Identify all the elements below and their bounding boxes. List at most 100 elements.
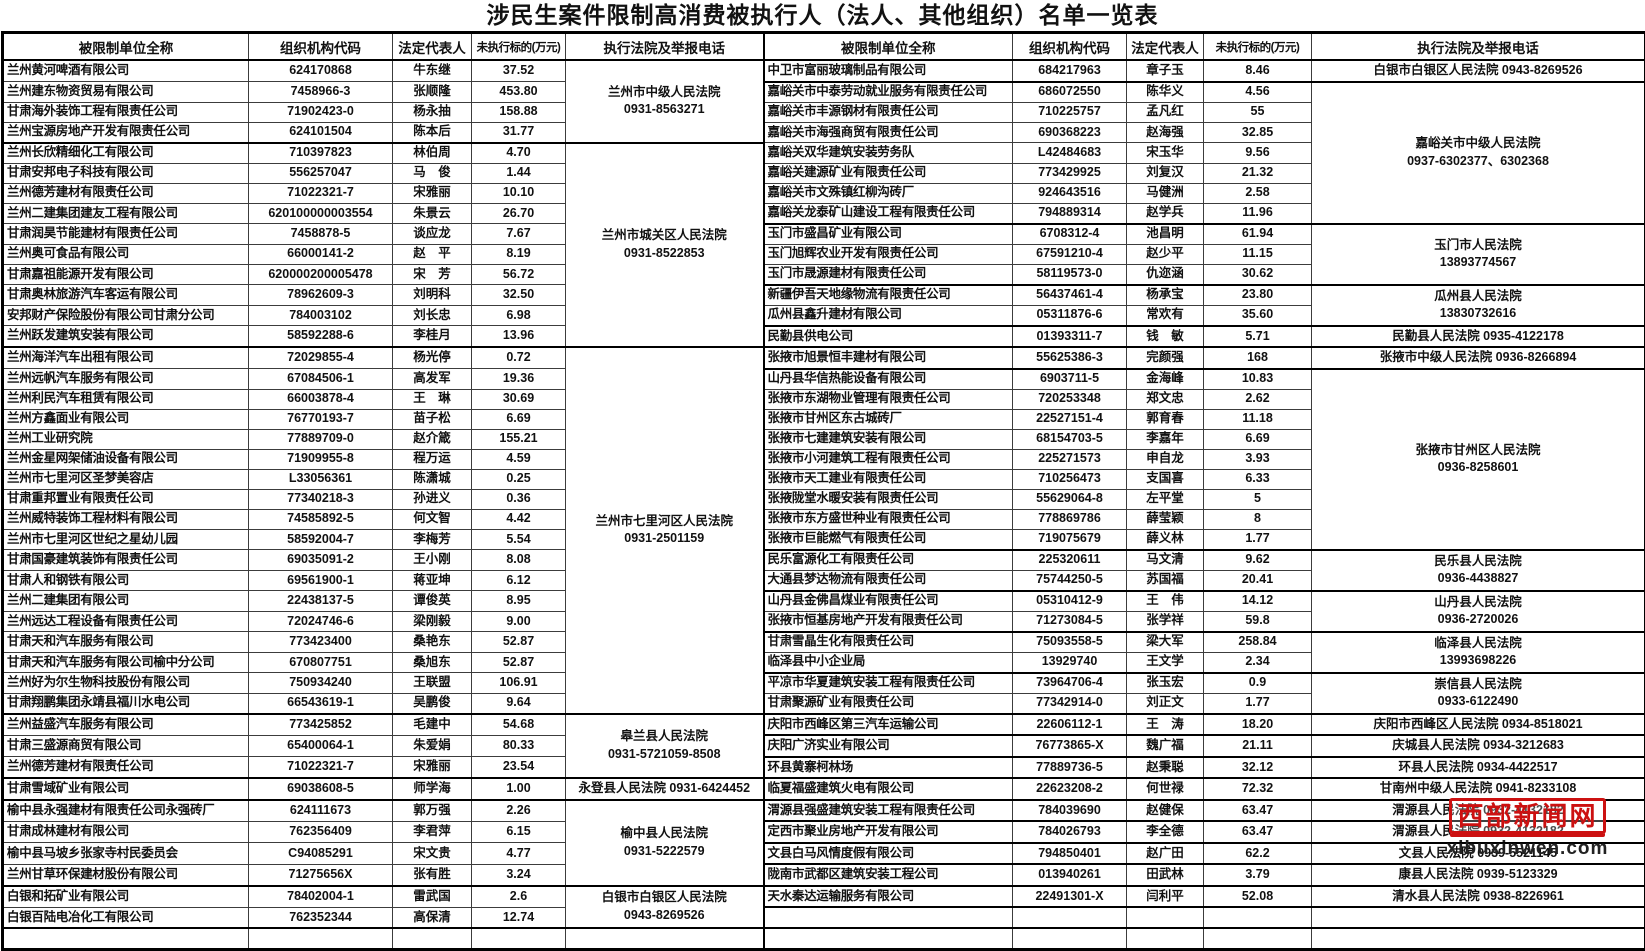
amount-cell: 1.44	[472, 163, 566, 183]
amount-cell: 9.62	[1204, 550, 1312, 571]
legal-rep-cell: 宋雅丽	[393, 757, 472, 779]
org-code-cell: 55625386-3	[1013, 347, 1127, 369]
amount-cell: 18.20	[1204, 714, 1312, 736]
amount-cell: 14.12	[1204, 591, 1312, 612]
org-code-cell: 74585892-5	[249, 509, 393, 529]
org-code-cell: 75093558-5	[1013, 632, 1127, 653]
company-name-cell: 甘肃雪晶生化有限责任公司	[764, 632, 1013, 653]
legal-rep-cell: 张学祥	[1127, 611, 1204, 632]
legal-rep-cell: 左平堂	[1127, 489, 1204, 509]
amount-cell: 8.19	[472, 244, 566, 264]
column-header-rep: 法定代表人	[1127, 33, 1204, 61]
amount-cell: 80.33	[472, 735, 566, 757]
org-code-cell: 710397823	[249, 143, 393, 164]
org-code-cell: C94085291	[249, 843, 393, 865]
legal-rep-cell: 梁刚毅	[393, 611, 472, 632]
amount-cell: 54.68	[472, 714, 566, 736]
legal-rep-cell: 马 俊	[393, 163, 472, 183]
court-cell: 白银市白银区人民法院 0943-8269526	[1312, 60, 1645, 82]
company-name-cell: 甘肃安邦电子科技有限公司	[3, 163, 249, 183]
amount-cell: 52.87	[472, 632, 566, 653]
amount-cell: 13.96	[472, 326, 566, 348]
org-code-cell: 55629064-8	[1013, 489, 1127, 509]
amount-cell: 5	[1204, 489, 1312, 509]
org-code-cell: 784039690	[1013, 800, 1127, 822]
org-code-cell: 6903711-5	[1013, 369, 1127, 390]
org-code-cell: L42484683	[1013, 143, 1127, 164]
org-code-cell: 56437461-4	[1013, 285, 1127, 306]
column-header-rep: 法定代表人	[393, 33, 472, 61]
company-name-cell: 张掖市东湖物业管理有限责任公司	[764, 389, 1013, 409]
amount-cell	[1204, 907, 1312, 928]
legal-rep-cell: 陈本后	[393, 122, 472, 143]
org-code-cell: 05310412-9	[1013, 591, 1127, 612]
legal-rep-cell: 朱景云	[393, 203, 472, 224]
court-cell: 民勤县人民法院 0935-4122178	[1312, 326, 1645, 348]
amount-cell: 9.64	[472, 693, 566, 714]
legal-rep-cell: 赵健保	[1127, 800, 1204, 822]
company-name-cell: 嘉峪关市海强商贸有限责任公司	[764, 122, 1013, 143]
legal-rep-cell: 赵秉聪	[1127, 757, 1204, 779]
org-code-cell	[249, 928, 393, 950]
legal-rep-cell: 何世禄	[1127, 778, 1204, 800]
amount-cell: 56.72	[472, 264, 566, 285]
company-name-cell: 兰州奥可食品有限公司	[3, 244, 249, 264]
amount-cell: 0.72	[472, 347, 566, 369]
court-cell: 甘南州中级人民法院 0941-8233108	[1312, 778, 1645, 800]
amount-cell: 32.85	[1204, 122, 1312, 143]
org-code-cell: 71909955-8	[249, 449, 393, 469]
amount-cell: 30.62	[1204, 264, 1312, 285]
legal-rep-cell: 常欢有	[1127, 305, 1204, 326]
amount-cell: 30.69	[472, 389, 566, 409]
company-name-cell: 平凉市华夏建筑安装工程有限责任公司	[764, 673, 1013, 694]
org-code-cell: 710225757	[1013, 102, 1127, 122]
org-code-cell: 720253348	[1013, 389, 1127, 409]
company-name-cell: 玉门市晟源建材有限责任公司	[764, 264, 1013, 285]
legal-rep-cell	[393, 928, 472, 950]
column-header-amount: 未执行标的(万元)	[472, 33, 566, 61]
legal-rep-cell: 魏广福	[1127, 735, 1204, 757]
legal-rep-cell: 宋玉华	[1127, 143, 1204, 164]
legal-rep-cell: 谭俊英	[393, 591, 472, 612]
legal-rep-cell: 薛义林	[1127, 529, 1204, 550]
company-name-cell: 山丹县华信热能设备有限公司	[764, 369, 1013, 390]
org-code-cell: 22438137-5	[249, 591, 393, 612]
org-code-cell: 762352344	[249, 907, 393, 928]
legal-rep-cell: 高保清	[393, 907, 472, 928]
org-code-cell: 719075679	[1013, 529, 1127, 550]
court-cell: 庆城县人民法院 0934-3212683	[1312, 735, 1645, 757]
legal-rep-cell: 王 涛	[1127, 714, 1204, 736]
amount-cell: 2.34	[1204, 652, 1312, 673]
org-code-cell: 690368223	[1013, 122, 1127, 143]
org-code-cell: 72029855-4	[249, 347, 393, 369]
company-name-cell: 张掖市七建建筑安装有限公司	[764, 429, 1013, 449]
company-name-cell: 兰州市七里河区世纪之星幼儿园	[3, 529, 249, 550]
org-code-cell: 75744250-5	[1013, 570, 1127, 591]
org-code-cell: 67084506-1	[249, 369, 393, 390]
org-code-cell: 773429925	[1013, 163, 1127, 183]
company-name-cell: 甘肃聚源矿业有限责任公司	[764, 693, 1013, 714]
legal-rep-cell: 赵广田	[1127, 843, 1204, 865]
org-code-cell: 7458966-3	[249, 82, 393, 103]
org-code-cell: 71902423-0	[249, 102, 393, 122]
org-code-cell: 77340218-3	[249, 489, 393, 509]
company-name-cell: 兰州威特装饰工程材料有限公司	[3, 509, 249, 529]
legal-rep-cell: 李全德	[1127, 821, 1204, 843]
amount-cell: 6.33	[1204, 469, 1312, 489]
amount-cell: 19.36	[472, 369, 566, 390]
company-name-cell: 甘肃天和汽车服务有限公司	[3, 632, 249, 653]
amount-cell: 63.47	[1204, 800, 1312, 822]
company-name-cell: 甘肃成林建材有限公司	[3, 821, 249, 843]
org-code-cell: 72024746-6	[249, 611, 393, 632]
amount-cell: 6.98	[472, 305, 566, 326]
org-code-cell: 750934240	[249, 673, 393, 694]
company-name-cell: 张掖市东方盛世种业有限责任公司	[764, 509, 1013, 529]
